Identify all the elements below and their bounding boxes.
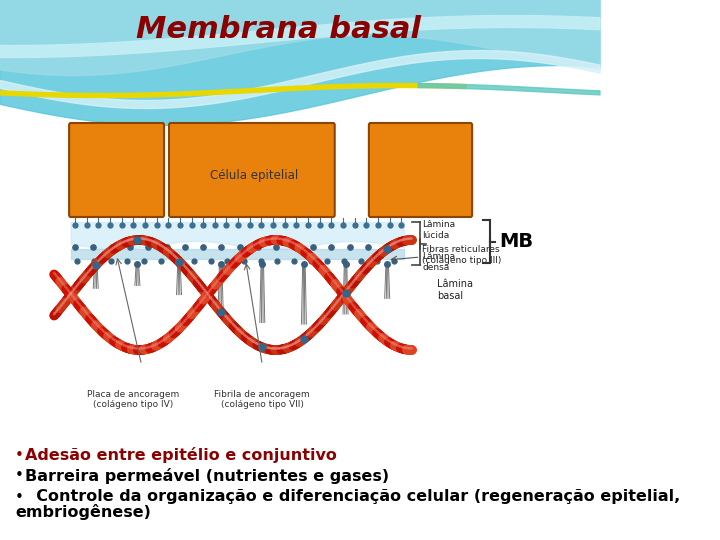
Text: Lâmina
lúcida: Lâmina lúcida — [422, 220, 455, 240]
Text: Fibrila de ancoragem
(colágeno tipo VII): Fibrila de ancoragem (colágeno tipo VII) — [215, 390, 310, 409]
Text: Adesão entre epitélio e conjuntivo: Adesão entre epitélio e conjuntivo — [25, 447, 337, 463]
Text: •: • — [15, 489, 24, 504]
Text: MB: MB — [500, 232, 534, 251]
Text: •: • — [15, 469, 24, 483]
Text: •: • — [15, 448, 24, 462]
Text: Placa de ancoragem
(colágeno tipo IV): Placa de ancoragem (colágeno tipo IV) — [87, 390, 179, 409]
Text: Lâmina
densa: Lâmina densa — [422, 252, 455, 272]
Text: embriogênese): embriogênese) — [15, 504, 151, 520]
FancyBboxPatch shape — [169, 123, 335, 217]
FancyBboxPatch shape — [69, 123, 164, 217]
Text: Lâmina
basal: Lâmina basal — [437, 279, 473, 301]
Text: Fibras reticulares
(colágeno tipo III): Fibras reticulares (colágeno tipo III) — [422, 245, 502, 265]
Text: Célula epitelial: Célula epitelial — [210, 168, 298, 181]
Bar — [71, 135, 479, 445]
Text: Membrana basal: Membrana basal — [136, 16, 421, 44]
Text: Barreira permeável (nutrientes e gases): Barreira permeável (nutrientes e gases) — [25, 468, 389, 484]
Text: Controle da organização e diferenciação celular (regeneração epitelial,: Controle da organização e diferenciação … — [25, 489, 680, 504]
FancyBboxPatch shape — [369, 123, 472, 217]
